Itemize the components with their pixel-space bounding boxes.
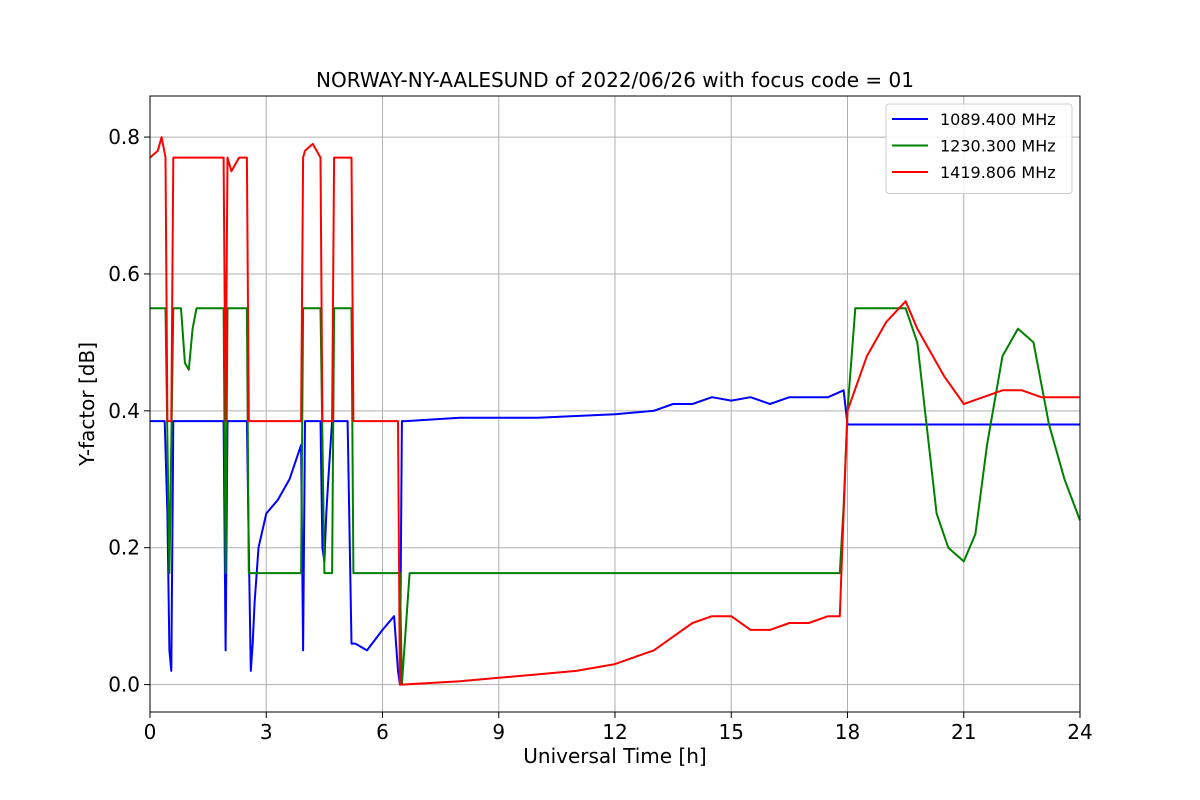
y-tick-label: 0.8 xyxy=(108,125,140,149)
y-tick-label: 0.6 xyxy=(108,262,140,286)
x-tick-label: 24 xyxy=(1067,720,1092,744)
y-tick-label: 0.2 xyxy=(108,536,140,560)
x-axis: 0 3 6 9 12 15 18 21 24 xyxy=(144,712,1093,744)
x-tick-label: 6 xyxy=(376,720,389,744)
x-tick-label: 0 xyxy=(144,720,157,744)
x-tick-label: 18 xyxy=(835,720,860,744)
y-tick-label: 0.0 xyxy=(108,673,140,697)
x-tick-label: 12 xyxy=(602,720,627,744)
x-tick-label: 21 xyxy=(951,720,976,744)
chart-title: NORWAY-NY-AALESUND of 2022/06/26 with fo… xyxy=(316,68,914,92)
series-line-3 xyxy=(149,136,1080,686)
y-tick-label: 0.4 xyxy=(108,399,140,423)
series-layer xyxy=(149,136,1081,686)
legend-entry-label: 1230.300 MHz xyxy=(940,137,1056,156)
y-axis: 0.0 0.2 0.4 0.6 0.8 xyxy=(108,125,150,697)
x-tick-label: 15 xyxy=(719,720,744,744)
series-line-2 xyxy=(150,307,1081,686)
legend: 1089.400 MHz 1230.300 MHz 1419.806 MHz xyxy=(885,103,1073,194)
legend-box xyxy=(885,103,1073,194)
x-tick-label: 9 xyxy=(492,720,505,744)
legend-entry-label: 1089.400 MHz xyxy=(940,110,1056,129)
x-axis-label: Universal Time [h] xyxy=(523,744,706,768)
y-axis-label: Y-factor [dB] xyxy=(75,342,99,467)
x-tick-label: 3 xyxy=(260,720,273,744)
legend-entry-label: 1419.806 MHz xyxy=(940,163,1056,182)
